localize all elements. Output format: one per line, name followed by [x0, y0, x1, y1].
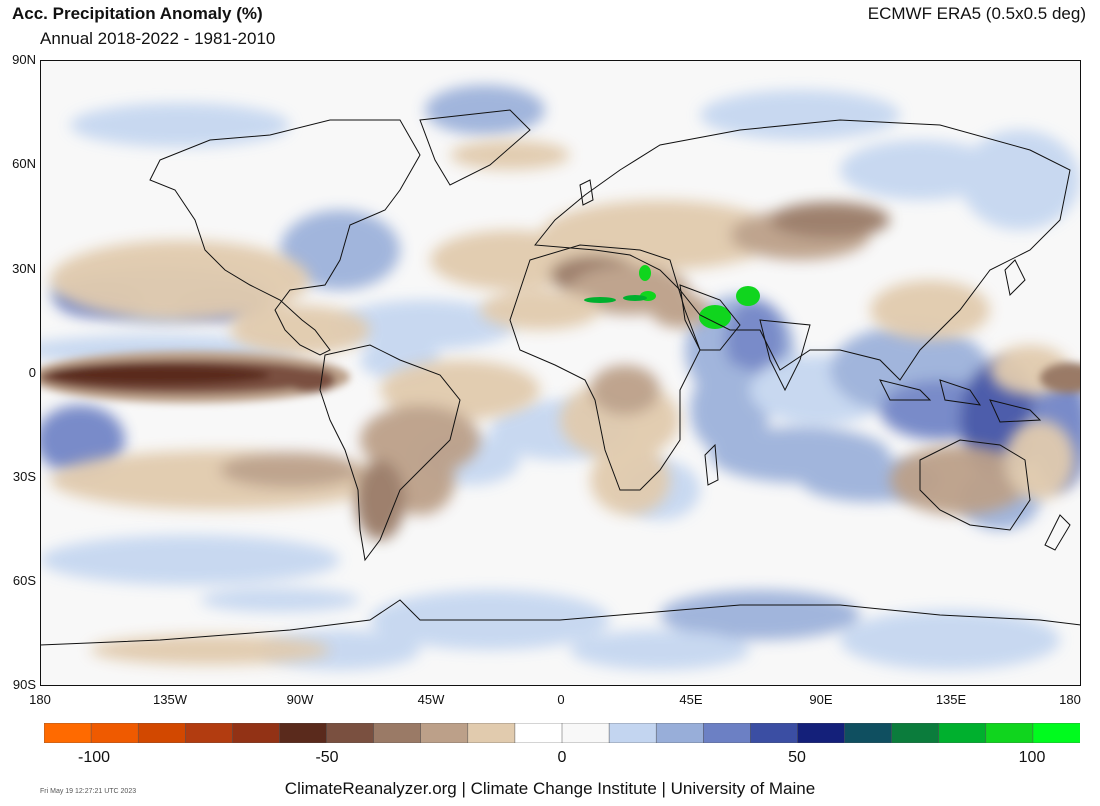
legend-swatch	[44, 723, 92, 743]
footer-credit: ClimateReanalyzer.org | Climate Change I…	[284, 779, 816, 798]
lat-label: 60S	[12, 573, 36, 588]
lat-label: 0	[28, 365, 36, 380]
legend-label: 0	[557, 749, 567, 766]
precipitation-anomaly-map	[40, 60, 1081, 686]
legend-swatch	[90, 723, 139, 743]
legend-swatch	[232, 723, 280, 743]
dry-anomaly-regions	[50, 140, 1075, 665]
legend-swatch	[985, 723, 1034, 743]
legend-swatch	[703, 723, 751, 743]
extreme-wet-spots	[584, 265, 760, 329]
legend-swatch	[514, 723, 563, 743]
lat-label: 90N	[12, 52, 36, 67]
equatorial-pacific-dry-anomaly	[40, 351, 1081, 403]
lon-label: 135E	[935, 692, 967, 707]
lat-label: 90S	[12, 677, 36, 692]
legend-swatch	[420, 723, 469, 743]
lon-label: 135W	[153, 692, 187, 707]
lon-label: 180	[29, 692, 51, 707]
legend-swatch	[279, 723, 328, 743]
legend-swatch	[137, 723, 186, 743]
legend-swatch	[1032, 723, 1080, 743]
legend-swatch	[608, 723, 657, 743]
legend-swatch	[185, 723, 233, 743]
legend-swatch	[655, 723, 704, 743]
legend-swatch	[891, 723, 940, 743]
lon-label: 180	[1059, 692, 1081, 707]
lat-label: 60N	[12, 156, 36, 171]
lon-label: 45E	[679, 692, 703, 707]
legend-swatch	[844, 723, 893, 743]
legend-label: 50	[788, 749, 806, 766]
legend-label: -50	[315, 749, 339, 766]
coastlines	[40, 109, 1081, 646]
timestamp: Fri May 19 12:27:21 UTC 2023	[40, 788, 137, 795]
legend-swatch	[938, 723, 987, 743]
lat-label: 30N	[12, 261, 36, 276]
legend-label: -100	[77, 749, 111, 766]
legend-swatch	[373, 723, 422, 743]
legend-swatch	[561, 723, 610, 743]
legend-swatch	[797, 723, 846, 743]
map-title: Acc. Precipitation Anomaly (%)	[12, 4, 263, 23]
lon-label: 45W	[417, 692, 445, 707]
lat-label: 30S	[12, 469, 36, 484]
legend-label: 100	[1018, 749, 1046, 766]
legend-swatch	[326, 723, 375, 743]
color-scale-legend	[44, 723, 1080, 743]
legend-swatch	[467, 723, 516, 743]
map-subtitle: Annual 2018-2022 - 1981-2010	[40, 29, 276, 48]
legend-swatch	[750, 723, 798, 743]
data-source-label: ECMWF ERA5 (0.5x0.5 deg)	[867, 4, 1086, 23]
lon-label: 90W	[286, 692, 314, 707]
lon-label: 90E	[809, 692, 833, 707]
lon-label: 0	[557, 692, 565, 707]
